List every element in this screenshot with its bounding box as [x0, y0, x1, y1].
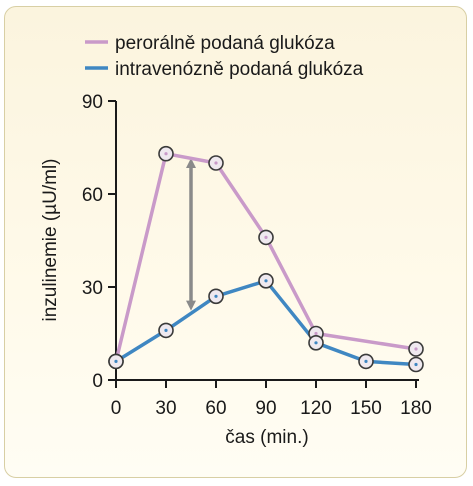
- x-tick-label: 0: [111, 398, 122, 419]
- x-tick-label: 60: [205, 398, 226, 419]
- x-tick-label: 90: [255, 398, 276, 419]
- y-ticks: 0 30 60 90: [82, 92, 116, 392]
- data-point-intravenous: [408, 356, 424, 373]
- chart-panel: [4, 6, 467, 478]
- series-line-oral: [114, 151, 417, 362]
- y-tick-label: 90: [82, 92, 103, 113]
- data-point-oral: [408, 341, 424, 357]
- x-tick-label: 30: [155, 398, 176, 419]
- x-axis-title: čas (min.): [225, 427, 308, 448]
- legend-item-intravenous: intravenózně podaná glukóza: [85, 59, 364, 80]
- legend: perorálně podaná glukóza intravenózně po…: [85, 33, 364, 80]
- data-point-intravenous: [108, 353, 124, 370]
- data-point-intravenous: [158, 322, 174, 339]
- x-ticks: 0 30 60 90 120 150 180: [111, 380, 432, 419]
- data-point-oral: [158, 145, 174, 162]
- y-axis-title: inzulinemie (µU/ml): [40, 159, 61, 322]
- legend-item-oral: perorálně podaná glukóza: [85, 33, 335, 54]
- legend-label-oral: perorálně podaná glukóza: [115, 33, 335, 54]
- legend-label-intravenous: intravenózně podaná glukóza: [115, 59, 364, 80]
- series-line-intravenous: [115, 279, 417, 367]
- data-point-oral: [208, 155, 224, 171]
- data-point-intravenous: [208, 288, 224, 305]
- data-point-intravenous: [358, 353, 374, 370]
- data-point-intravenous: [308, 334, 324, 351]
- y-tick-label: 0: [92, 371, 103, 392]
- data-point-intravenous: [258, 272, 274, 289]
- data-point-oral: [258, 229, 274, 246]
- y-tick-label: 30: [82, 278, 103, 299]
- x-tick-label: 120: [300, 398, 332, 419]
- x-tick-label: 150: [350, 398, 382, 419]
- series-layer: [108, 145, 424, 373]
- y-tick-label: 60: [82, 185, 103, 206]
- x-tick-label: 180: [400, 398, 432, 419]
